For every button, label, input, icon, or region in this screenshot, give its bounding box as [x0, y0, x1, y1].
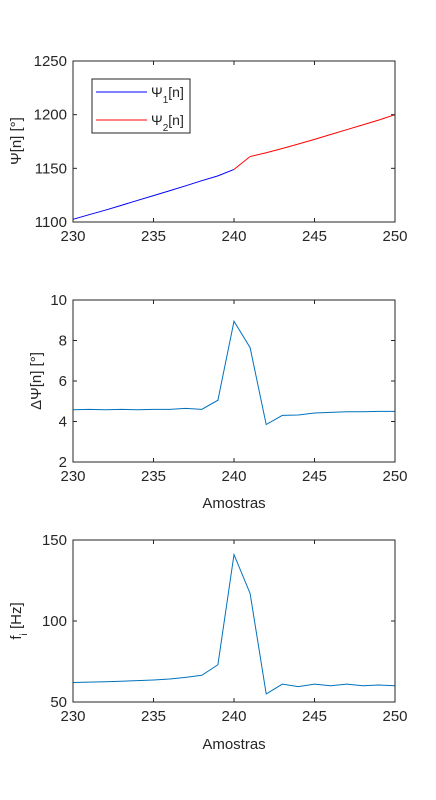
x-tick-label: 240 [221, 708, 246, 725]
y-tick-label: 1100 [35, 214, 67, 231]
delta-psi-plot-area [73, 300, 395, 462]
frequency-ylabel: fi [Hz] [8, 602, 30, 639]
x-tick-label: 235 [141, 228, 166, 245]
x-tick-label: 240 [221, 228, 246, 245]
y-tick-label: 1250 [34, 53, 67, 70]
y-tick-label: 1200 [34, 107, 67, 124]
delta-psi-ylabel: ΔΨ[n] [°] [28, 352, 45, 410]
psi-chart: 230 235 240 245 250 1100 1150 1200 1250 Ψ[n] [°]… [8, 53, 408, 245]
frequency-xlabel: Amostras [202, 736, 265, 753]
psi-series-line-2 [233, 114, 396, 170]
x-tick-label: 230 [60, 228, 85, 245]
psi-series-line-1 [72, 168, 235, 220]
frequency-chart: 230 235 240 245 250 50 100 150 fi [Hz] Amostras [8, 532, 408, 753]
x-tick-label: 230 [60, 708, 85, 725]
y-tick-label: 8 [59, 333, 67, 350]
y-tick-label: 50 [50, 694, 67, 711]
frequency-series-line-1 [72, 552, 396, 695]
frequency-plot-area [73, 540, 395, 702]
x-tick-label: 245 [302, 708, 327, 725]
psi-ylabel: Ψ[n] [°] [8, 117, 25, 165]
legend-box [91, 78, 191, 134]
y-tick-label: 6 [59, 373, 67, 390]
y-tick-label: 2 [59, 454, 67, 471]
x-tick-label: 250 [382, 708, 407, 725]
y-tick-label: 150 [42, 532, 67, 549]
psi-legend: Ψ1[n] Ψ2[n] [91, 78, 191, 134]
x-tick-label: 240 [221, 468, 246, 485]
delta-psi-chart: 230 235 240 245 250 2 4 6 8 10 ΔΨ[n] [°] Amostras [28, 292, 408, 512]
x-tick-label: 250 [382, 468, 407, 485]
x-tick-label: 235 [141, 468, 166, 485]
x-tick-label: 245 [302, 468, 327, 485]
y-tick-label: 10 [50, 292, 67, 309]
y-tick-label: 1150 [35, 160, 67, 177]
y-tick-label: 4 [59, 414, 67, 431]
legend-entry-psi1: Ψ1[n] [151, 84, 184, 106]
x-tick-label: 245 [302, 228, 327, 245]
delta-psi-series-line-1 [72, 319, 395, 426]
y-tick-label: 100 [42, 613, 67, 630]
delta-psi-xlabel: Amostras [202, 495, 265, 512]
x-tick-label: 235 [141, 708, 166, 725]
x-tick-label: 230 [60, 468, 85, 485]
legend-entry-psi2: Ψ2[n] [151, 112, 184, 134]
x-tick-label: 250 [382, 228, 407, 245]
